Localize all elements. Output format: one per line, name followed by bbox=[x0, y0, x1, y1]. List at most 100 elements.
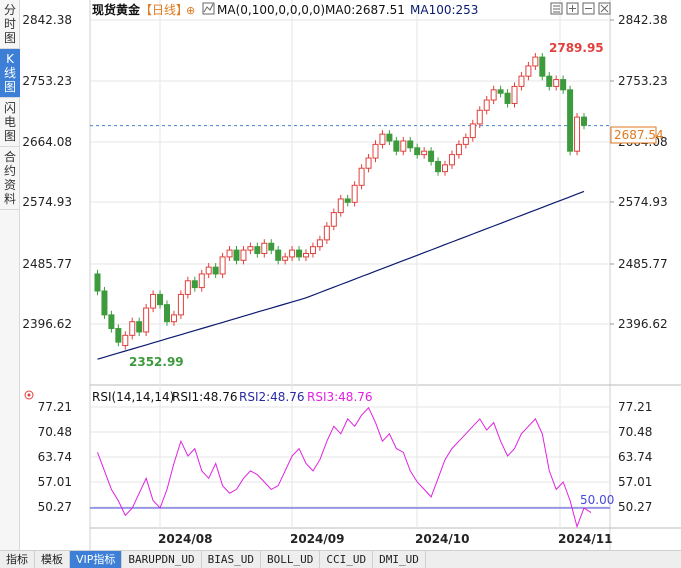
tab-barupdn[interactable]: BARUPDN_UD bbox=[122, 551, 202, 568]
high-price-label: 2789.95 bbox=[549, 41, 604, 55]
candle-down bbox=[435, 160, 442, 173]
rsi-tick-label: 50.27 bbox=[618, 500, 652, 514]
time-axis-label: 2024/09 bbox=[290, 532, 344, 546]
tab-vip-indicators[interactable]: VIP指标 bbox=[70, 551, 123, 568]
rsi-settings-icon[interactable] bbox=[24, 390, 34, 400]
candle-down bbox=[136, 321, 143, 333]
grid-lines bbox=[90, 0, 614, 528]
candle-down bbox=[94, 273, 101, 292]
current-price-tag: 2687.54 bbox=[610, 126, 664, 144]
candle-down bbox=[108, 314, 115, 330]
candle-up bbox=[150, 293, 157, 309]
candle-up bbox=[205, 266, 212, 275]
candle-up bbox=[483, 99, 490, 111]
candle-up bbox=[365, 157, 372, 169]
kline-chart[interactable]: 2842.382842.382753.232753.232664.082664.… bbox=[20, 0, 681, 550]
candle-down bbox=[101, 290, 108, 316]
settings-icon[interactable] bbox=[550, 2, 563, 15]
candle-up bbox=[247, 246, 254, 251]
rsi-tick-label: 70.48 bbox=[618, 425, 652, 439]
candle-up bbox=[462, 137, 469, 145]
candle-up bbox=[448, 154, 455, 166]
tab-boll[interactable]: BOLL_UD bbox=[261, 551, 321, 568]
side-tab-bar: 分时图 K线图 闪电图 合约资料 bbox=[0, 0, 20, 550]
candle-up bbox=[442, 164, 448, 173]
candle-down bbox=[504, 92, 511, 104]
rsi1-value: RSI1:48.76 bbox=[172, 390, 238, 404]
price-tick-label-left: 2485.77 bbox=[22, 257, 72, 271]
candle-up bbox=[455, 143, 462, 156]
tab-time-share[interactable]: 分时图 bbox=[0, 0, 20, 49]
candle-up bbox=[282, 256, 289, 261]
rsi2-value: RSI2:48.76 bbox=[239, 390, 305, 404]
ma100-path bbox=[97, 190, 585, 360]
ma100-line bbox=[97, 190, 585, 360]
ma-params-label: MA(0,100,0,0,0,0) bbox=[217, 3, 325, 17]
candle-up bbox=[303, 252, 309, 258]
axis-labels: 2842.382842.382753.232753.232664.082664.… bbox=[22, 13, 667, 546]
candle-up bbox=[219, 256, 226, 275]
candle-down bbox=[407, 140, 414, 149]
candle-up bbox=[574, 116, 581, 152]
price-tick-label: 2485.77 bbox=[618, 257, 668, 271]
candle-down bbox=[157, 293, 164, 306]
tab-indicators[interactable]: 指标 bbox=[0, 551, 35, 568]
rsi-title: RSI(14,14,14) bbox=[92, 390, 174, 404]
time-axis-label: 2024/08 bbox=[158, 532, 212, 546]
candle-down bbox=[164, 304, 170, 323]
tab-flash[interactable]: 闪电图 bbox=[0, 98, 20, 147]
candle-up bbox=[379, 133, 386, 145]
tab-cci[interactable]: CCI_UD bbox=[320, 551, 374, 568]
candle-up bbox=[170, 314, 177, 323]
candle-down bbox=[212, 266, 219, 275]
rsi-tick-label: 77.21 bbox=[618, 400, 652, 414]
ma-settings-icon[interactable] bbox=[202, 2, 215, 15]
tab-templates[interactable]: 模板 bbox=[35, 551, 70, 568]
candle-down bbox=[191, 280, 198, 289]
candle-down bbox=[254, 246, 261, 254]
candle-up bbox=[198, 273, 205, 289]
period-dropdown-icon[interactable]: ⊕ bbox=[186, 4, 195, 17]
ma0-value: MA0:2687.51 bbox=[325, 3, 405, 17]
candle-up bbox=[553, 79, 560, 87]
chart-area[interactable]: 2842.382842.382753.232753.232664.082664.… bbox=[20, 0, 681, 550]
instrument-title: 现货黄金 bbox=[92, 2, 141, 17]
candle-up bbox=[330, 212, 337, 227]
ma100-value: MA100:253 bbox=[410, 3, 478, 17]
candle-down bbox=[275, 249, 282, 261]
period-label[interactable]: 【日线】 bbox=[140, 3, 188, 17]
candle-down bbox=[539, 56, 546, 77]
candle-up bbox=[122, 334, 129, 347]
zoom-in-icon[interactable] bbox=[566, 2, 579, 15]
candle-down bbox=[567, 89, 574, 152]
price-tick-label-left: 2574.93 bbox=[22, 195, 72, 209]
candle-up bbox=[129, 321, 136, 336]
candle-up bbox=[323, 225, 330, 241]
tab-bias[interactable]: BIAS_UD bbox=[202, 551, 261, 568]
tab-dmi[interactable]: DMI_UD bbox=[373, 551, 426, 568]
close-icon[interactable] bbox=[598, 2, 611, 15]
chart-background bbox=[20, 0, 681, 550]
indicator-tab-bar: 指标 模板 VIP指标 BARUPDN_UD BIAS_UD BOLL_UD C… bbox=[0, 550, 681, 568]
time-axis-label: 2024/10 bbox=[415, 532, 469, 546]
time-axis-label: 2024/11 bbox=[558, 532, 612, 546]
rsi-tick-label-left: 57.01 bbox=[38, 475, 72, 489]
candle-up bbox=[309, 246, 316, 254]
rsi-path bbox=[97, 406, 592, 529]
rsi3-value: RSI3:48.76 bbox=[307, 390, 373, 404]
tab-contract-info[interactable]: 合约资料 bbox=[0, 147, 20, 210]
price-tick-label: 2574.93 bbox=[618, 195, 668, 209]
candle-down bbox=[296, 249, 303, 258]
price-tick-label: 2842.38 bbox=[618, 13, 668, 27]
candle-up bbox=[226, 249, 233, 258]
candle-down bbox=[428, 150, 435, 162]
rsi-tick-label-left: 70.48 bbox=[38, 425, 72, 439]
candle-down bbox=[233, 249, 240, 261]
rsi-tick-label: 63.74 bbox=[618, 450, 652, 464]
tab-kline[interactable]: K线图 bbox=[0, 49, 20, 98]
candle-down bbox=[560, 79, 567, 91]
price-tick-label: 2753.23 bbox=[618, 74, 668, 88]
candle-up bbox=[177, 293, 184, 316]
zoom-out-icon[interactable] bbox=[582, 2, 595, 15]
candle-up bbox=[532, 56, 539, 67]
